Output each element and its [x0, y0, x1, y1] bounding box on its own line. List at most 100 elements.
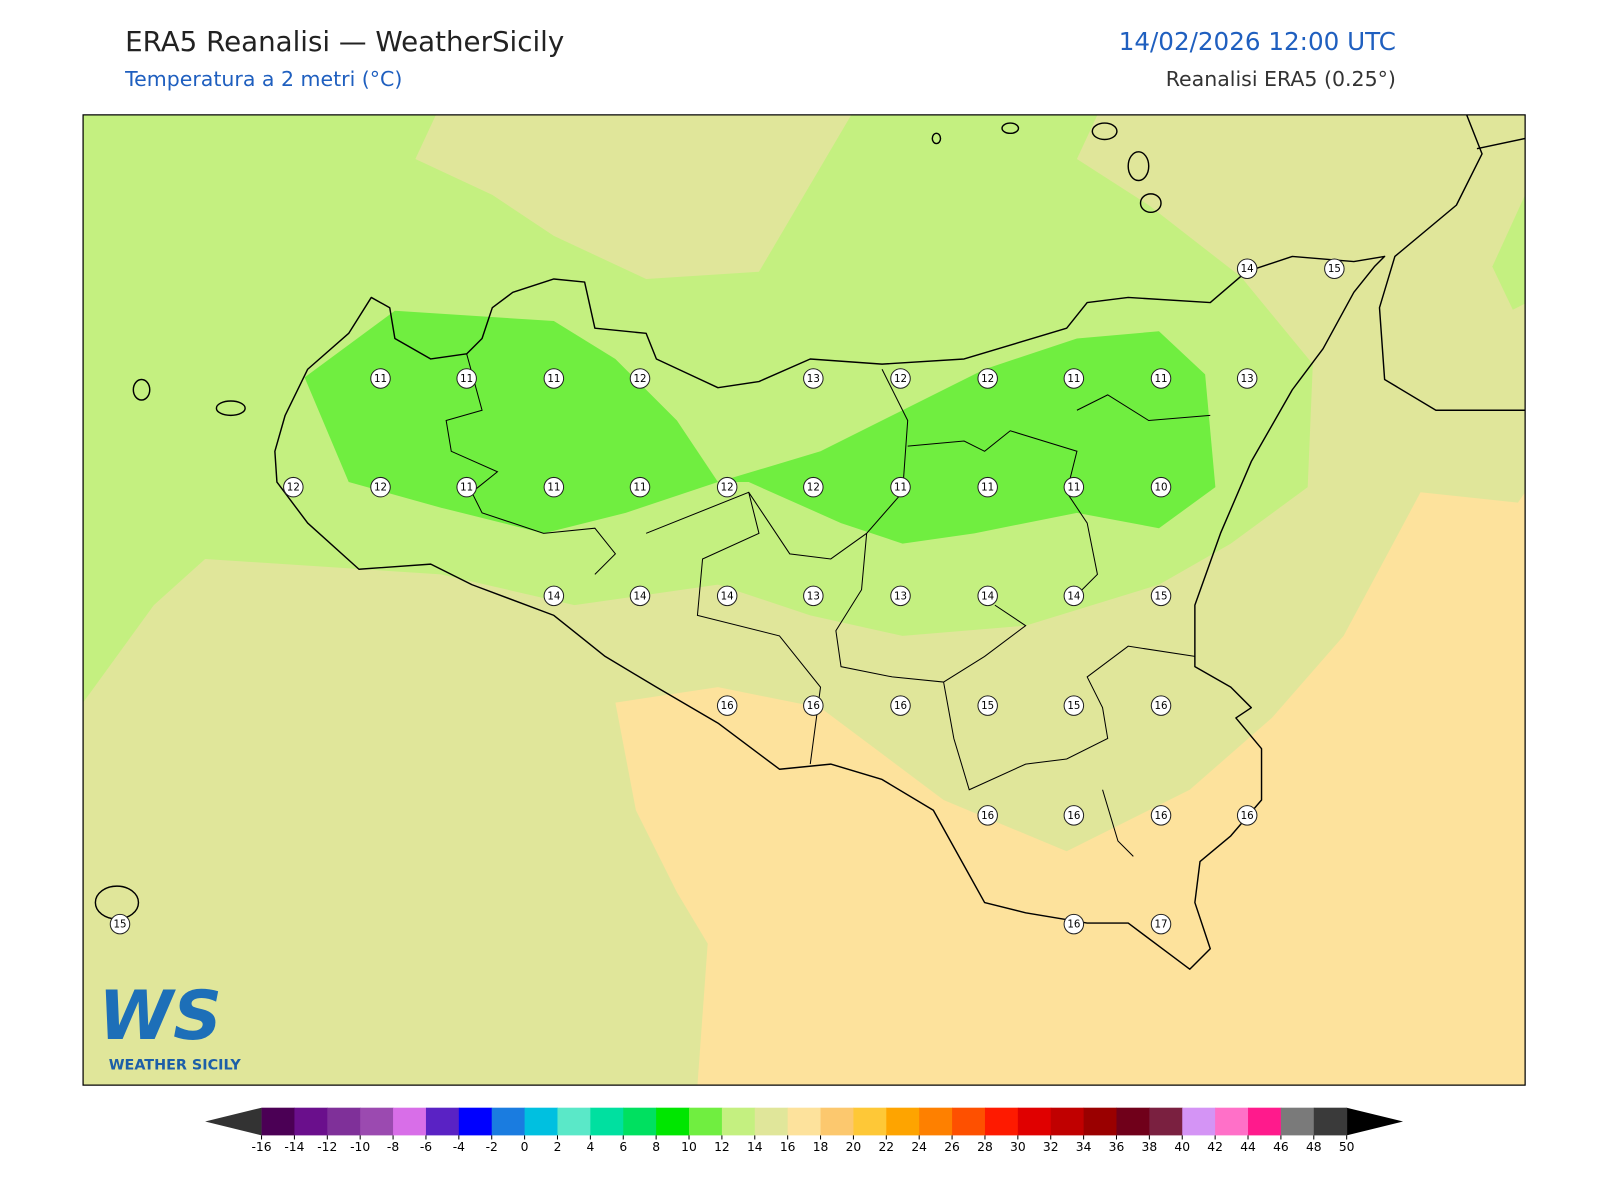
coastline: [274, 255, 1386, 970]
colorbar-swatch: [952, 1107, 986, 1136]
station-value: 14: [547, 590, 560, 602]
station-value: 15: [1328, 263, 1341, 275]
station-value: 16: [1241, 810, 1254, 822]
colorbar-swatch: [984, 1107, 1019, 1136]
station-marker: [977, 585, 998, 607]
station-marker: [543, 585, 565, 607]
map-frame: [82, 114, 1526, 1086]
station-marker: [890, 476, 911, 498]
colorbar-over: [1346, 1107, 1404, 1136]
colorbar-swatch: [1083, 1107, 1118, 1136]
station-marker: [1324, 258, 1345, 279]
station-marker: [543, 368, 565, 389]
island: [1001, 122, 1020, 135]
island: [1127, 151, 1150, 182]
map: 11 11 11 12 13 12 12 11 11 13 14 15 12 12 11 11 11 12 12 11…: [83, 114, 1526, 1086]
station-marker: [283, 476, 304, 498]
station-marker: [370, 368, 391, 389]
station-value: 15: [981, 700, 994, 712]
station-marker: [456, 368, 477, 389]
island: [931, 132, 942, 145]
colorbar-tick-label: 10: [681, 1140, 697, 1154]
colorbar-swatch: [557, 1107, 591, 1136]
island: [132, 378, 151, 401]
station-value: 16: [807, 700, 820, 712]
colorbar-swatch: [294, 1107, 328, 1136]
station-value: 11: [1155, 373, 1168, 385]
colorbar-swatch: [721, 1107, 756, 1136]
station-marker: [1236, 805, 1258, 826]
station-marker: [370, 476, 391, 498]
logo: WS WEATHER SICILY: [98, 976, 241, 1074]
colorbar-tick-label: 34: [1076, 1140, 1092, 1154]
station-value: 15: [1155, 590, 1168, 602]
colorbar-swatch: [360, 1107, 394, 1136]
station-value: 11: [981, 482, 994, 494]
colorbar-tick-label: 26: [944, 1140, 960, 1154]
station-marker: [1150, 476, 1172, 498]
colorbar-tick-label: -4: [453, 1140, 465, 1154]
station-marker: [1150, 585, 1172, 607]
station-value: 16: [894, 700, 907, 712]
station-marker: [1063, 913, 1085, 935]
station-marker: [1063, 805, 1085, 826]
colorbar-swatch: [623, 1107, 657, 1136]
station-marker: [1236, 258, 1258, 279]
station-value: 12: [633, 373, 646, 385]
station-marker: [890, 368, 911, 389]
subtitle: Temperatura a 2 metri (°C): [124, 67, 402, 91]
station-marker: [977, 368, 998, 389]
colorbar-tick-label: 24: [911, 1140, 927, 1154]
colorbar-tick-label: -14: [284, 1140, 304, 1154]
colorbar-tick-label: 36: [1109, 1140, 1125, 1154]
colorbar-tick-label: -16: [251, 1140, 271, 1154]
stations: 11 11 11 12 13 12 12 11 11 13 14 15 12 12 11 11 11 12 12 11…: [109, 258, 1345, 935]
station-marker: [803, 476, 824, 498]
field-region: [304, 310, 718, 534]
colorbar-tick-label: -2: [486, 1140, 498, 1154]
station-marker: [803, 585, 824, 607]
colorbar-swatch: [656, 1107, 690, 1136]
colorbar-tick-label: -12: [317, 1140, 337, 1154]
station-value: 15: [113, 919, 126, 931]
field-region: [83, 114, 1313, 703]
colorbar-swatch: [1280, 1107, 1315, 1136]
station-value: 15: [1067, 700, 1080, 712]
colorbar-tick-label: 40: [1174, 1140, 1190, 1154]
colorbar-swatch: [1050, 1107, 1085, 1136]
colorbar-tick-label: -10: [350, 1140, 370, 1154]
station-marker: [1150, 805, 1172, 826]
station-marker: [629, 368, 651, 389]
station-marker: [716, 476, 738, 498]
colorbar-swatch: [261, 1107, 295, 1136]
colorbar-swatch: [1215, 1107, 1249, 1136]
station-value: 13: [807, 590, 820, 602]
station-value: 16: [1155, 810, 1168, 822]
colorbar: -16 -14 -12 -10 -8 -6 -4 -2 0 2 4 6 8 10 12 14 16 18 20 22 2…: [205, 1107, 1404, 1154]
logo-text: WEATHER SICILY: [109, 1058, 242, 1074]
station-value: 14: [981, 590, 994, 602]
station-value: 12: [374, 482, 387, 494]
station-marker: [977, 805, 998, 826]
colorbar-swatch: [787, 1107, 822, 1136]
logo-mark: WS: [98, 976, 221, 1055]
station-value: 14: [1067, 590, 1080, 602]
colorbar-tick-label: 46: [1273, 1140, 1289, 1154]
colorbar-swatch: [853, 1107, 887, 1136]
colorbar-swatch: [1116, 1107, 1150, 1136]
station-marker: [890, 585, 911, 607]
source: Reanalisi ERA5 (0.25°): [1166, 67, 1396, 91]
station-marker: [890, 695, 911, 716]
colorbar-swatch: [1017, 1107, 1052, 1136]
colorbar-tick-label: 20: [846, 1140, 862, 1154]
colorbar-tick-label: 16: [780, 1140, 796, 1154]
station-value: 17: [1155, 919, 1168, 931]
station-marker: [629, 476, 651, 498]
station-value: 12: [894, 373, 907, 385]
station-value: 16: [721, 700, 734, 712]
station-value: 16: [1067, 810, 1080, 822]
island: [1091, 122, 1118, 141]
station-marker: [1063, 585, 1085, 607]
station-marker: [977, 476, 998, 498]
